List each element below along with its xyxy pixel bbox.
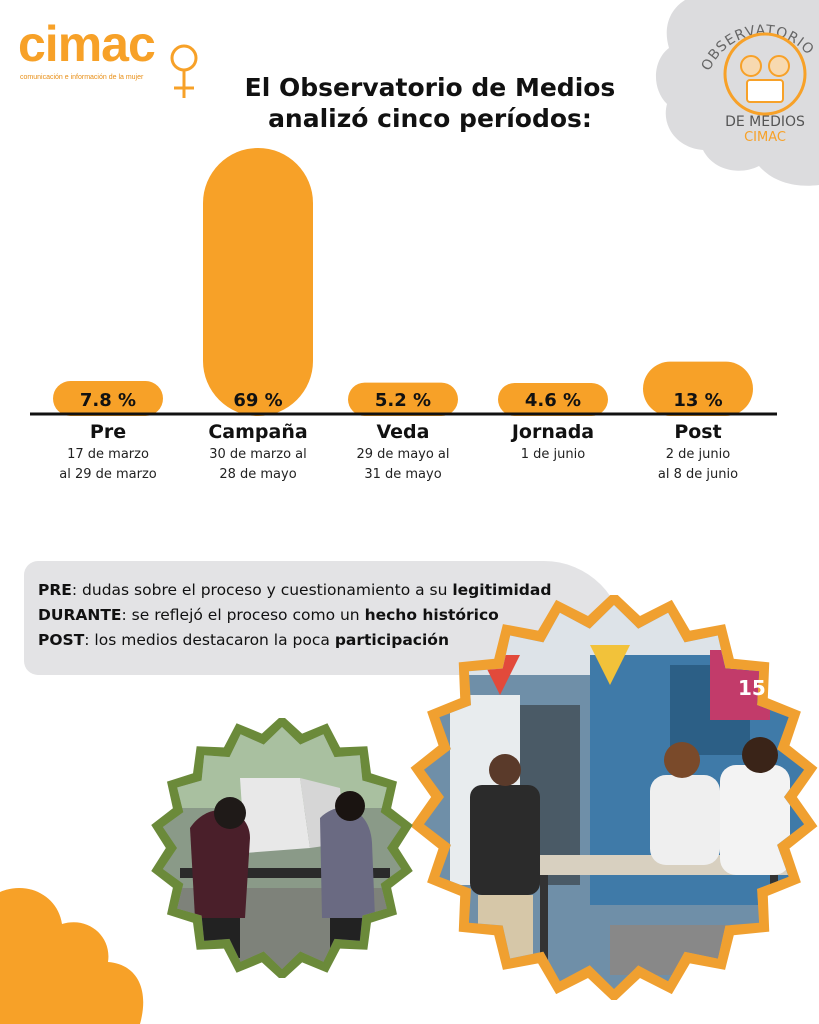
date-range-label: 17 de marzo	[67, 447, 149, 462]
statement-post: POST: los medios destacaron la poca part…	[38, 631, 449, 649]
durante-key: DURANTE	[38, 606, 122, 624]
logo-wordmark: cimac	[18, 16, 156, 72]
date-range-label: 30 de marzo al	[209, 447, 307, 462]
pre-key: PRE	[38, 581, 72, 599]
face-icon	[740, 55, 762, 77]
decorative-cloud	[0, 887, 144, 1024]
category-label: Campaña	[208, 421, 307, 443]
durante-bold: hecho histórico	[364, 606, 499, 624]
observatorio-badge: OBSERVATORIO DE MEDIOS CIMAC	[655, 0, 819, 186]
category-label: Jornada	[510, 421, 594, 443]
post-text: : los medios destacaron la poca	[84, 631, 335, 649]
laptop-icon	[746, 79, 784, 103]
category-label: Post	[674, 421, 721, 443]
value-label: 4.6 %	[525, 390, 581, 411]
bar-campaña	[203, 148, 313, 416]
page-title: El Observatorio de Medios analizó cinco …	[190, 72, 670, 134]
badge-ring	[723, 32, 807, 116]
post-bold: participación	[334, 631, 449, 649]
date-range-label: 2 de junio	[666, 447, 730, 462]
title-line-1: El Observatorio de Medios	[244, 73, 616, 102]
category-label: Veda	[377, 421, 430, 443]
value-label: 13 %	[673, 390, 722, 411]
statement-durante: DURANTE: se reflejó el proceso como un h…	[38, 606, 499, 624]
voting-booth-photo	[151, 718, 413, 978]
face-icon	[768, 55, 790, 77]
date-range-label: 31 de mayo	[364, 467, 441, 482]
polling-station-photo: 15	[410, 595, 818, 1000]
date-range-label: al 8 de junio	[658, 467, 738, 482]
badge-cloud-shape	[655, 0, 819, 186]
cimac-logo: cimac comunicación e información de la m…	[18, 16, 198, 98]
value-label: 7.8 %	[80, 390, 136, 411]
bar-pre	[53, 380, 163, 416]
labels-group: 7.8 % Pre 17 de marzo al 29 de marzo 69 % Cam…	[59, 390, 738, 482]
periods-bar-chart: 7.8 % Pre 17 de marzo al 29 de marzo 69 % Cam…	[30, 148, 777, 482]
value-label: 69 %	[233, 390, 282, 411]
date-range-label: al 29 de marzo	[59, 467, 157, 482]
title-line-2: analizó cinco períodos:	[268, 104, 592, 133]
durante-text: : se reflejó el proceso como un	[121, 606, 365, 624]
bar-jornada	[498, 382, 608, 416]
venus-icon	[170, 44, 198, 98]
statement-pre: PRE: dudas sobre el proceso y cuestionam…	[38, 581, 551, 599]
badge-line-1: DE MEDIOS	[725, 114, 805, 130]
date-range-label: 29 de mayo al	[356, 447, 449, 462]
logo-tagline: comunicación e información de la mujer	[20, 74, 144, 81]
bars-group	[53, 148, 753, 416]
bar-veda	[348, 382, 458, 416]
bar-post	[643, 361, 753, 416]
pre-text: : dudas sobre el proceso y cuestionamien…	[71, 581, 453, 599]
post-key: POST	[38, 631, 85, 649]
date-range-label: 28 de mayo	[219, 467, 296, 482]
badge-line-2: CIMAC	[744, 130, 786, 145]
pre-bold: legitimidad	[452, 581, 552, 599]
category-label: Pre	[90, 421, 126, 443]
value-label: 5.2 %	[375, 390, 431, 411]
photo-sign-number: 15	[738, 676, 766, 700]
date-range-label: 1 de junio	[521, 447, 585, 462]
